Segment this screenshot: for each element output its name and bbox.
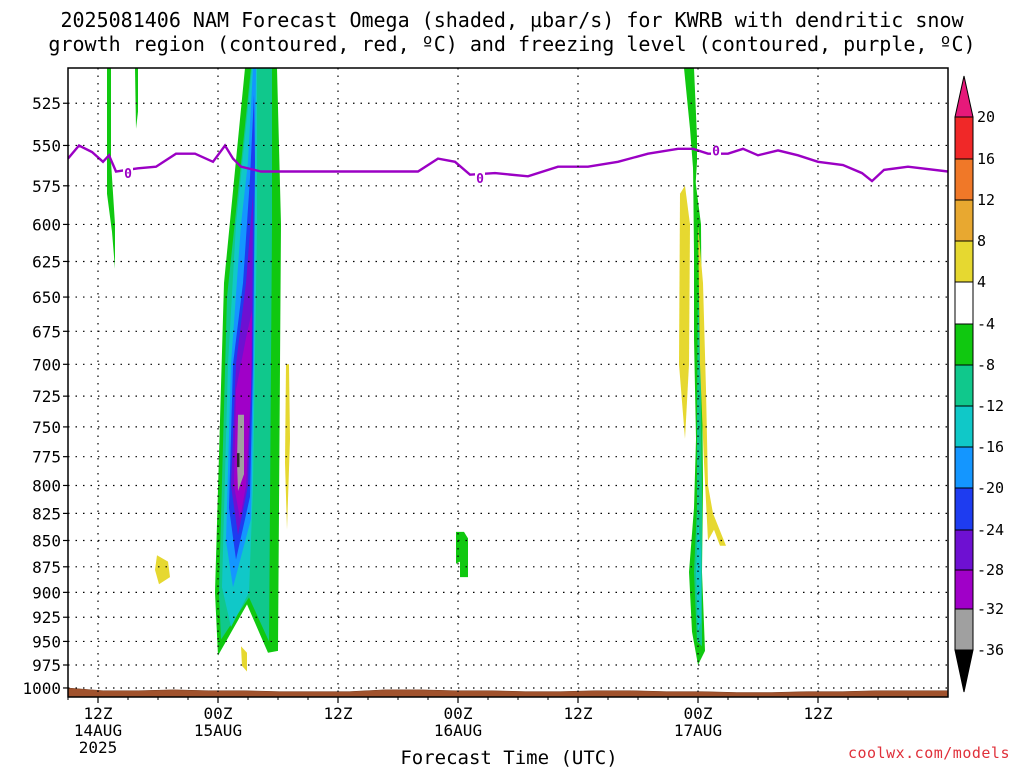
freezing-level-line (68, 143, 948, 183)
x-axis-label: Forecast Time (UTC) (400, 747, 617, 768)
colorbar-bin (954, 487, 974, 531)
omega-band-a-green-strip-1 (107, 68, 115, 269)
y-tick-label: 625 (32, 252, 61, 271)
colorbar-bin (954, 608, 974, 651)
freezing-level-label: 0 (124, 167, 132, 182)
colorbar-label: -4 (977, 315, 995, 333)
colorbar-label: -32 (977, 600, 1004, 618)
plot-area (68, 68, 948, 697)
colorbar-bin (954, 405, 974, 448)
colorbar-label: -16 (977, 438, 1004, 456)
freezing-label-bg (711, 142, 721, 157)
y-tick-label: 725 (32, 387, 61, 406)
y-tick-label: 800 (32, 476, 61, 495)
colorbar-bin (954, 323, 974, 366)
x-tick-label: 15AUG (194, 721, 242, 740)
colorbar-label: 20 (977, 108, 995, 126)
x-tick-label: 12Z (564, 704, 593, 723)
x-tick-label: 12Z (804, 704, 833, 723)
colorbar-label: -24 (977, 521, 1004, 539)
colorbar-label: 12 (977, 191, 995, 209)
omega-band-d-yellow-right (698, 224, 726, 546)
omega-band-a-yellow-blob (155, 555, 170, 585)
x-tick-label: 2025 (79, 738, 118, 757)
colorbar-bin (954, 240, 974, 283)
x-tick-label: 16AUG (434, 721, 482, 740)
omega-band-d-cyan (696, 518, 701, 632)
y-tick-label: 875 (32, 558, 61, 577)
colorbar-label: -28 (977, 561, 1004, 579)
y-axis: 525 550 575 600 625 650 675 700 725 750 775 800 825 8… (22, 94, 68, 698)
freezing-level-label: 0 (476, 172, 484, 187)
y-tick-label: 600 (32, 215, 61, 234)
colorbar-label: 8 (977, 232, 986, 250)
omega-band-d-yellow-strip (679, 185, 690, 439)
y-tick-label: 775 (32, 448, 61, 467)
colorbar: 20 16 12 8 4 -4 -8 -12 -16 -20 -24 -28 -32 -36 (954, 75, 1004, 693)
colorbar-bin (954, 364, 974, 407)
x-tick-label: 12Z (84, 704, 113, 723)
y-tick-label: 650 (32, 288, 61, 307)
y-tick-label: 1000 (22, 679, 61, 698)
colorbar-bin (954, 199, 974, 242)
colorbar-label: -8 (977, 356, 995, 374)
colorbar-bin (954, 116, 974, 160)
y-tick-label: 975 (32, 656, 61, 675)
y-tick-label: 925 (32, 608, 61, 627)
x-tick-label: 00Z (684, 704, 713, 723)
y-tick-label: 525 (32, 94, 61, 113)
omega-band-d-green-top (684, 68, 697, 194)
x-tick-label: 17AUG (674, 721, 722, 740)
chart-title: 2025081406 NAM Forecast Omega (shaded, µ… (0, 8, 1024, 56)
y-tick-label: 675 (32, 322, 61, 341)
colorbar-bin (954, 158, 974, 201)
x-tick-label: 00Z (444, 704, 473, 723)
title-line-1: 2025081406 NAM Forecast Omega (shaded, µ… (60, 8, 964, 32)
omega-band-c-green (456, 531, 468, 578)
colorbar-bin (954, 446, 974, 489)
freezing-label-bg (123, 165, 133, 180)
omega-band-b-yellow-strip-2 (241, 646, 247, 672)
x-tick-label: 00Z (204, 704, 233, 723)
freezing-level-contour: 0 0 0 (68, 142, 948, 187)
colorbar-label: -20 (977, 479, 1004, 497)
colorbar-bin (954, 529, 974, 571)
y-tick-label: 950 (32, 632, 61, 651)
plot-frame (67, 67, 949, 698)
plot-border (67, 67, 949, 698)
colorbar-label: -36 (977, 641, 1004, 659)
x-tick-label: 14AUG (74, 721, 122, 740)
y-tick-label: 850 (32, 531, 61, 550)
colorbar-top-arrow (954, 75, 974, 118)
freezing-label-bg (475, 169, 485, 184)
omega-band-b-yellow-strip-1 (285, 364, 290, 530)
colorbar-bottom-arrow (954, 649, 974, 693)
y-tick-label: 550 (32, 136, 61, 155)
y-tick-label: 700 (32, 355, 61, 374)
x-tick-label: 12Z (324, 704, 353, 723)
terrain-ground (68, 687, 948, 697)
omega-band-b-core (237, 453, 240, 468)
omega-band-b-gray (237, 414, 244, 492)
y-tick-label: 825 (32, 504, 61, 523)
colorbar-label: 4 (977, 273, 986, 291)
y-tick-label: 900 (32, 583, 61, 602)
freezing-level-label: 0 (712, 144, 720, 159)
site-credit: coolwx.com/models (847, 744, 1010, 762)
omega-band-a-green-strip-2 (135, 68, 138, 129)
y-tick-label: 750 (32, 418, 61, 437)
colorbar-label: -12 (977, 397, 1004, 415)
title-line-2: growth region (contoured, red, ºC) and f… (48, 32, 976, 56)
y-tick-label: 575 (32, 177, 61, 196)
colorbar-bin (954, 569, 974, 610)
colorbar-label: 16 (977, 150, 995, 168)
colorbar-bin (954, 281, 974, 325)
